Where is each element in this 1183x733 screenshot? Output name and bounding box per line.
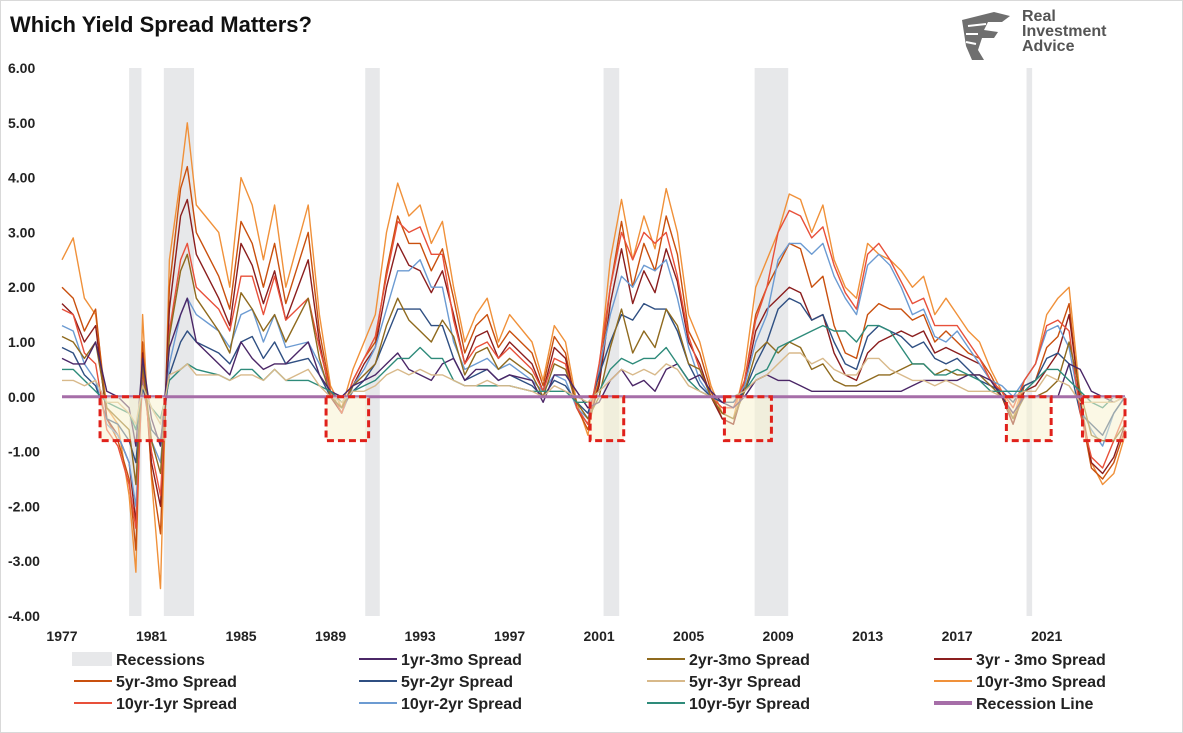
y-tick-label: 4.00 xyxy=(8,170,35,186)
y-tick-label: 5.00 xyxy=(8,115,35,131)
y-tick-label: -4.00 xyxy=(8,608,40,624)
x-tick-label: 1981 xyxy=(136,628,167,644)
y-tick-label: 3.00 xyxy=(8,224,35,240)
inversion-boxes xyxy=(98,395,1127,443)
recession-band xyxy=(1026,68,1033,616)
y-tick-label: 2.00 xyxy=(8,279,35,295)
logo-line-1: Real xyxy=(1022,8,1056,25)
inversion-box xyxy=(1080,395,1127,443)
inversion-box xyxy=(98,395,167,443)
x-axis-ticks: 1977 1981 1985 1989 1993 1997 2001 2005 2009 2013… xyxy=(46,628,1062,644)
legend-label: 5yr-2yr Spread xyxy=(401,674,513,691)
y-axis-ticks: 6.00 5.00 4.00 3.00 2.00 1.00 0.00 -1.00 -2.00 -3… xyxy=(8,60,40,624)
legend-label: 3yr - 3mo Spread xyxy=(976,652,1106,669)
y-tick-label: 6.00 xyxy=(8,60,35,76)
legend-swatch xyxy=(72,652,112,666)
x-tick-label: 1989 xyxy=(315,628,346,644)
x-tick-label: 2005 xyxy=(673,628,704,644)
legend-label: 10yr-5yr Spread xyxy=(689,696,810,713)
series-line xyxy=(62,352,1126,425)
eagle-logo-icon xyxy=(962,12,1010,60)
legend-label: Recessions xyxy=(116,652,205,669)
x-tick-label: 1993 xyxy=(404,628,435,644)
inversion-box xyxy=(324,395,371,443)
x-tick-label: 2017 xyxy=(942,628,973,644)
inversion-box xyxy=(588,395,626,443)
series-line xyxy=(61,209,1126,529)
recession-band xyxy=(754,68,789,616)
brand-logo: Real Investment Advice xyxy=(954,6,1124,62)
legend-label: 5yr-3yr Spread xyxy=(689,674,801,691)
series-line xyxy=(61,165,1126,551)
y-tick-label: -2.00 xyxy=(8,498,40,514)
legend-label: 1yr-3mo Spread xyxy=(401,652,522,669)
x-tick-label: 2009 xyxy=(763,628,794,644)
series-line xyxy=(61,198,1126,524)
legend-label: Recession Line xyxy=(976,696,1093,713)
inversion-box xyxy=(1004,395,1053,443)
x-tick-label: 2021 xyxy=(1031,628,1062,644)
series-line xyxy=(61,297,1126,464)
x-tick-label: 1977 xyxy=(46,628,77,644)
legend-label: 10yr-1yr Spread xyxy=(116,696,237,713)
series-line xyxy=(61,253,1126,486)
y-tick-label: -3.00 xyxy=(8,553,40,569)
chart-legend: Recessions 1yr-3mo Spread 2yr-3mo Spread 3y… xyxy=(72,652,1106,713)
inversion-box xyxy=(722,395,773,443)
legend-label: 2yr-3mo Spread xyxy=(689,652,810,669)
legend-label: 10yr-2yr Spread xyxy=(401,696,522,713)
logo-text: Real Investment Advice xyxy=(1022,8,1107,55)
chart-title: Which Yield Spread Matters? xyxy=(10,12,312,37)
x-tick-label: 2001 xyxy=(584,628,615,644)
y-tick-label: 1.00 xyxy=(8,334,35,350)
x-tick-label: 1985 xyxy=(225,628,256,644)
series-line xyxy=(61,242,1126,508)
y-tick-label: -1.00 xyxy=(8,444,40,460)
legend-label: 10yr-3mo Spread xyxy=(976,674,1106,691)
y-tick-label: 0.00 xyxy=(8,389,35,405)
logo-line-3: Advice xyxy=(1022,38,1075,55)
recession-band xyxy=(129,68,142,616)
x-tick-label: 1997 xyxy=(494,628,525,644)
logo-line-2: Investment xyxy=(1022,23,1107,40)
series-lines xyxy=(61,122,1126,590)
legend-label: 5yr-3mo Spread xyxy=(116,674,237,691)
x-tick-label: 2013 xyxy=(852,628,883,644)
